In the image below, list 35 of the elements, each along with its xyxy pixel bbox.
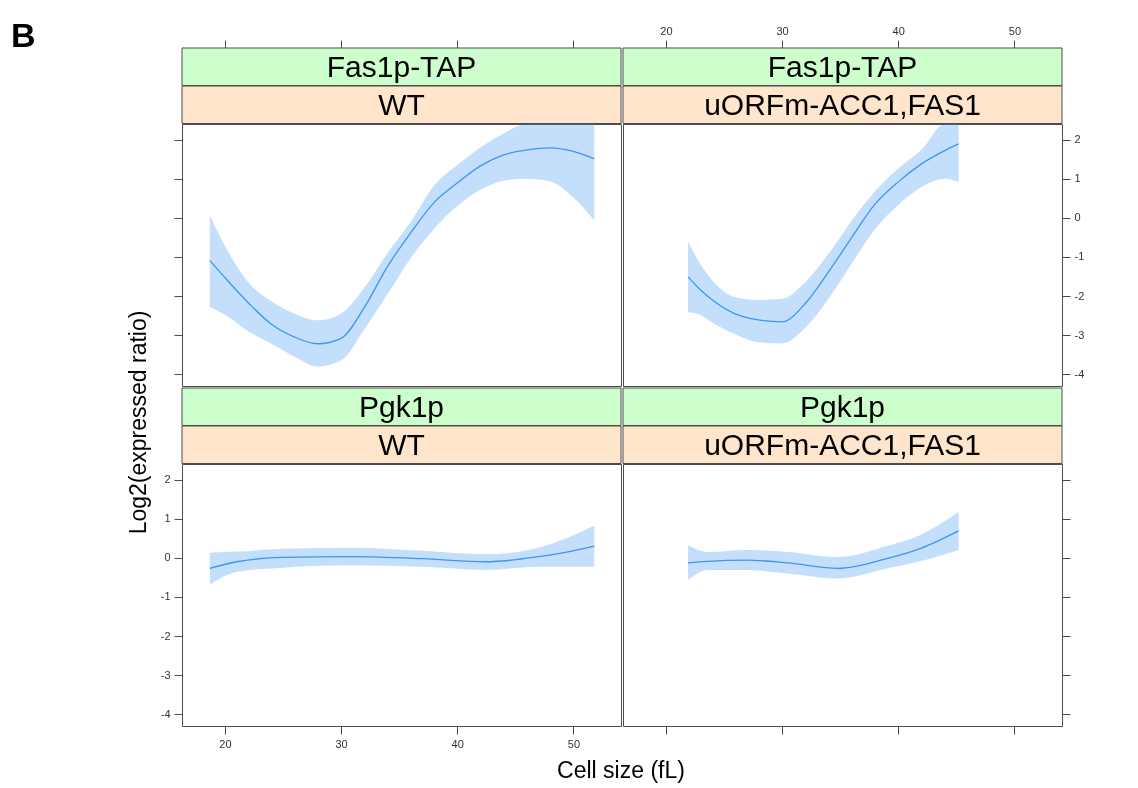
- x-axis-title: Cell size (fL): [557, 757, 685, 783]
- x2-tick-label: 40: [892, 24, 905, 37]
- chart-subtitle: uORFm-ACC1,FAS1: [704, 427, 981, 461]
- y-tick-label: 0: [164, 551, 171, 564]
- y2-tick-label: 1: [1074, 172, 1081, 185]
- y2-tick-label: -2: [1074, 289, 1085, 302]
- y-tick-label: -1: [160, 590, 171, 603]
- x2-tick-label: 30: [776, 24, 789, 37]
- chart-subtitle: WT: [378, 87, 425, 121]
- y-tick-label: -3: [160, 668, 171, 681]
- chart-title: Fas1p-TAP: [326, 49, 477, 83]
- y2-tick-label: -3: [1074, 328, 1085, 341]
- line-series: [687, 143, 960, 323]
- x2-tick-label: 50: [1008, 24, 1022, 37]
- y2-tick-label: -1: [1074, 250, 1085, 263]
- chart-subtitle: uORFm-ACC1,FAS1: [704, 87, 981, 121]
- x-tick-label: 40: [451, 737, 464, 750]
- x-tick-label: 30: [335, 737, 348, 750]
- chart-title: Pgk1p: [358, 389, 445, 423]
- y-tick-label: 2: [164, 473, 171, 486]
- y-axis-title: Log2(expressed ratio): [125, 310, 151, 535]
- y2-tick-label: 2: [1074, 133, 1081, 146]
- y2-tick-label: -4: [1074, 367, 1085, 380]
- y-tick-label: -2: [160, 629, 171, 642]
- chart-title: Fas1p-TAP: [767, 49, 918, 83]
- y2-tick-label: 0: [1074, 211, 1081, 224]
- y-tick-label: -4: [160, 707, 171, 720]
- chart-subtitle: WT: [378, 427, 425, 461]
- y-tick-label: 1: [164, 512, 171, 525]
- text: B: [11, 16, 36, 54]
- x-tick-label: 50: [567, 737, 581, 750]
- line-series: [209, 545, 595, 570]
- x-tick-label: 20: [219, 737, 232, 750]
- chart-title: Pgk1p: [799, 389, 886, 423]
- x2-tick-label: 20: [660, 24, 673, 37]
